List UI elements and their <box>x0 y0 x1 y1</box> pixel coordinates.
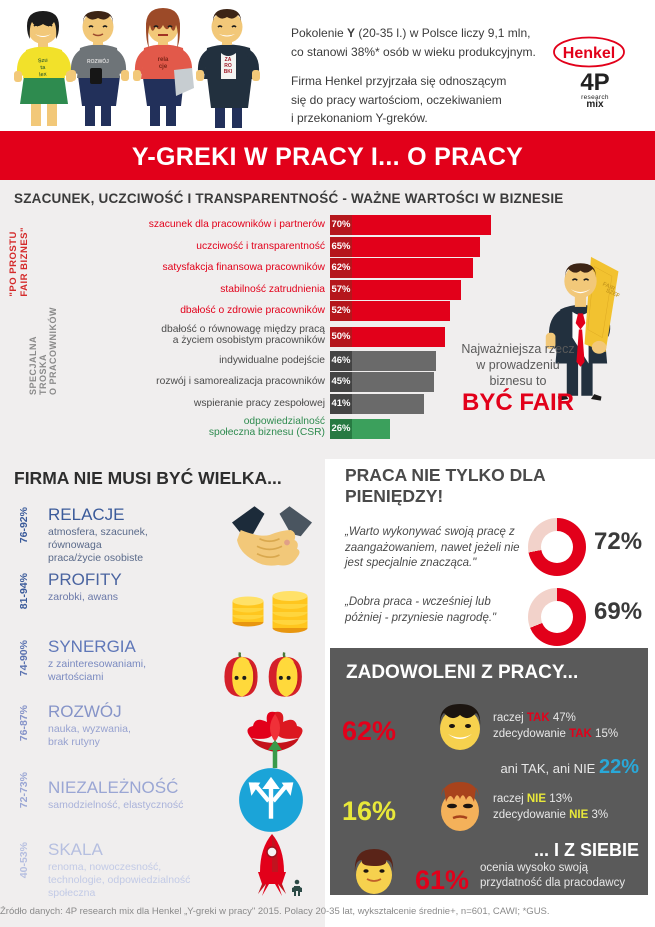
svg-text:cje: cje <box>159 64 168 70</box>
svg-text:ROZWÓJ: ROZWÓJ <box>87 57 109 65</box>
svg-text:Henkel: Henkel <box>563 45 615 62</box>
svg-text:rela: rela <box>158 57 169 63</box>
svg-text:Szu: Szu <box>38 58 48 65</box>
svg-text:BKI: BKI <box>224 69 233 75</box>
